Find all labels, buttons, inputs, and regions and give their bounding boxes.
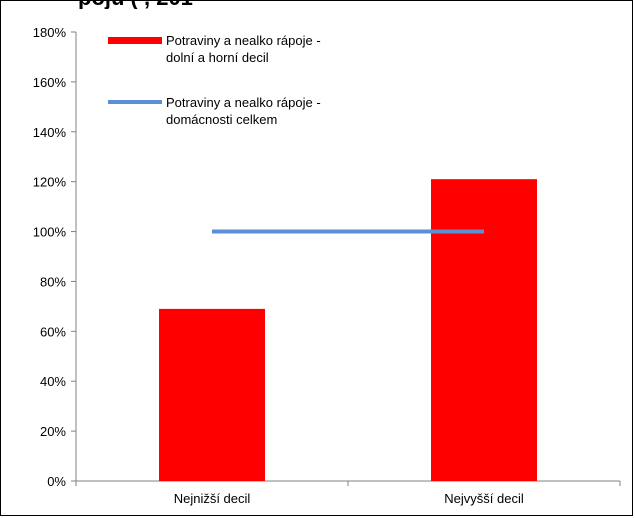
chart-title-clipped: pojů ( , 201 [0, 0, 633, 9]
x-tick-label: Nejvyšší decil [444, 491, 524, 506]
y-tick-label: 20% [40, 424, 66, 439]
y-tick-label: 80% [40, 274, 66, 289]
x-tick-label: Nejnižší decil [174, 491, 251, 506]
y-tick-label: 40% [40, 374, 66, 389]
legend-label: dolní a horní decil [166, 50, 269, 65]
legend: Potraviny a nealko rápoje - dolní a horní… [108, 33, 321, 127]
bar [431, 179, 537, 481]
y-tick-label: 100% [33, 225, 67, 240]
y-tick-label: 0% [47, 474, 66, 489]
bar [159, 308, 265, 481]
legend-label: domácnosti celkem [166, 112, 277, 127]
plot-area: 0% 20% 40% 60% 80% 100% 120% 140% 160% 180% Nejniž… [33, 25, 621, 506]
y-tick-label: 60% [40, 324, 66, 339]
legend-label: Potraviny a nealko rápoje - [166, 33, 321, 48]
y-tick-label: 160% [33, 75, 67, 90]
y-tick-label: 140% [33, 125, 67, 140]
legend-swatch-bar [108, 37, 162, 44]
legend-label: Potraviny a nealko rápoje - [166, 95, 321, 110]
chart-title-text: pojů ( , 201 [78, 0, 193, 9]
y-tick-label: 180% [33, 25, 67, 40]
y-tick-label: 120% [33, 175, 67, 190]
